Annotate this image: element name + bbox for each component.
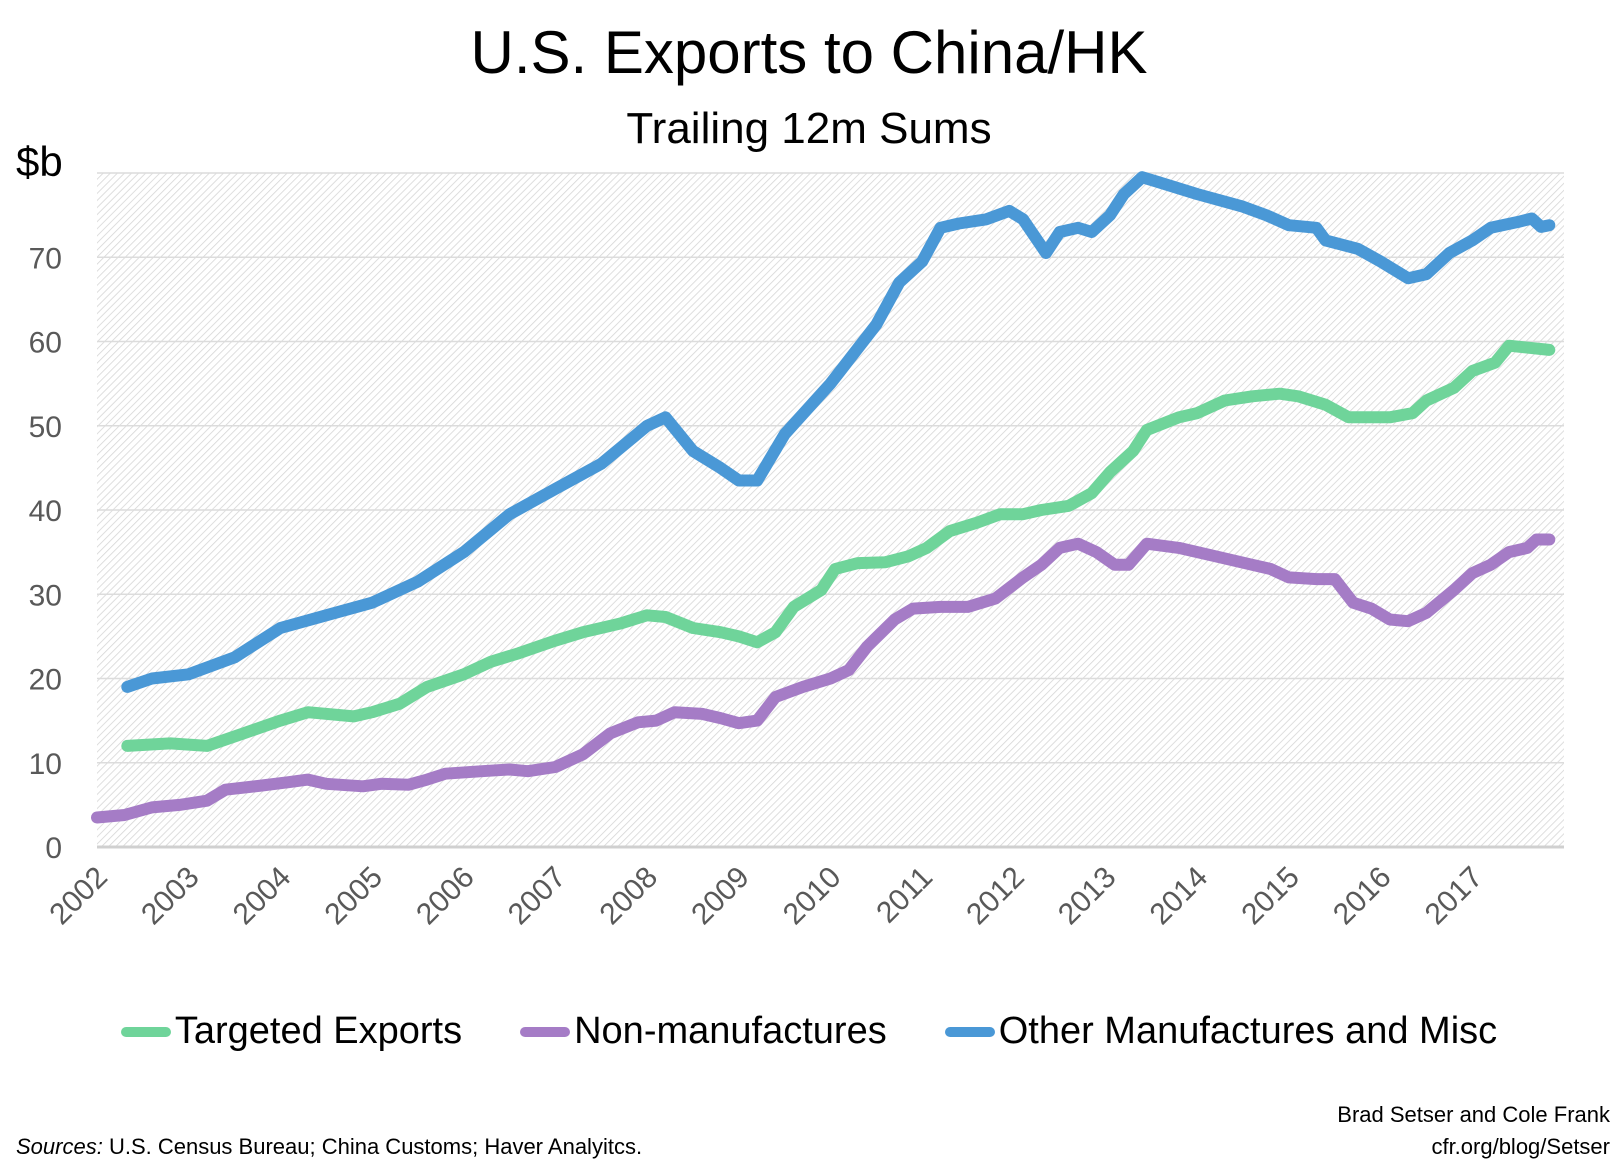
x-tick-label: 2010 xyxy=(777,861,848,932)
y-tick-label: 30 xyxy=(29,579,62,612)
x-tick-label: 2015 xyxy=(1235,861,1306,932)
y-tick-label: 70 xyxy=(29,242,62,275)
x-tick-label: 2002 xyxy=(43,861,114,932)
x-tick-label: 2011 xyxy=(870,861,939,930)
y-tick-label: 60 xyxy=(29,327,62,360)
legend-item-other-manufactures: Other Manufactures and Misc xyxy=(944,1010,1498,1053)
x-tick-label: 2013 xyxy=(1052,861,1123,932)
sources-note: Sources: U.S. Census Bureau; China Custo… xyxy=(16,1134,642,1160)
x-tick-label: 2014 xyxy=(1144,861,1215,932)
sources-label: Sources: xyxy=(16,1134,103,1159)
y-tick-label: 10 xyxy=(29,748,62,781)
series-line-other-manufactures-and-misc xyxy=(121,171,1556,693)
y-axis-unit-label: $b xyxy=(16,138,63,185)
chart-title: U.S. Exports to China/HK xyxy=(470,19,1148,86)
legend-item-non-manufactures: Non-manufactures xyxy=(520,1010,887,1053)
credit-authors: Brad Setser and Cole Frank xyxy=(1337,1102,1610,1127)
legend-swatch-targeted-exports xyxy=(120,1026,171,1037)
x-tick-label: 2007 xyxy=(502,861,573,932)
legend-item-targeted-exports: Targeted Exports xyxy=(120,1010,463,1053)
legend: Targeted Exports Non-manufactures Other … xyxy=(0,1010,1618,1053)
series-line-non-manufactures xyxy=(91,533,1556,824)
x-tick-label: 2004 xyxy=(227,861,298,932)
x-tick-label: 2016 xyxy=(1327,861,1398,932)
legend-swatch-non-manufactures xyxy=(520,1026,571,1037)
legend-label: Other Manufactures and Misc xyxy=(998,1010,1498,1052)
x-tick-label: 2012 xyxy=(960,861,1031,932)
y-tick-label: 20 xyxy=(29,664,62,697)
x-tick-label: 2008 xyxy=(594,861,665,932)
y-tick-label: 40 xyxy=(29,495,62,528)
legend-label: Targeted Exports xyxy=(174,1010,463,1052)
x-tick-label: 2003 xyxy=(135,861,206,932)
sources-text: U.S. Census Bureau; China Customs; Haver… xyxy=(102,1134,643,1159)
series-line-targeted-exports xyxy=(121,339,1556,752)
x-tick-label: 2006 xyxy=(410,861,481,932)
x-tick-label: 2017 xyxy=(1419,861,1490,932)
y-tick-label: 0 xyxy=(45,832,62,865)
chart-subtitle: Trailing 12m Sums xyxy=(626,104,992,153)
x-tick-label: 2009 xyxy=(685,861,756,932)
legend-swatch-other-manufactures xyxy=(944,1026,995,1037)
x-tick-label: 2005 xyxy=(318,861,389,932)
y-tick-label: 50 xyxy=(29,411,62,444)
credit-url: cfr.org/blog/Setser xyxy=(1431,1134,1610,1159)
legend-label: Non-manufactures xyxy=(574,1010,887,1052)
